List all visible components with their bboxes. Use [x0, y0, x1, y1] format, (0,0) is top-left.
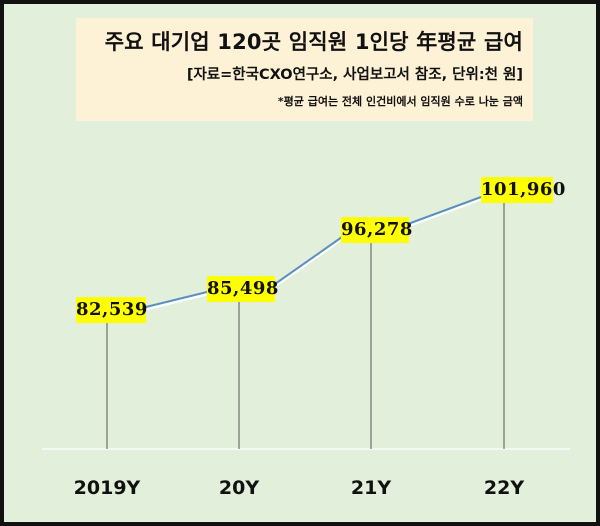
title-box: 주요 대기업 120곳 임직원 1인당 年평균 급여 [자료=한국CXO연구소,…	[76, 18, 533, 121]
category-label-2019: 2019Y	[73, 477, 141, 499]
category-label-2022: 22Y	[483, 477, 525, 499]
value-label-2022: 101,960	[481, 177, 565, 203]
value-label-2021: 96,278	[341, 217, 412, 243]
value-label-2020: 85,498	[207, 276, 278, 302]
series-line	[145, 196, 482, 311]
chart-title: 주요 대기업 120곳 임직원 1인당 年평균 급여	[104, 30, 523, 54]
chart-note: *평균 급여는 전체 인건비에서 임직원 수로 나눈 금액	[277, 95, 523, 108]
category-label-2020: 20Y	[218, 477, 260, 499]
value-label-2019: 82,539	[76, 297, 147, 323]
category-label-2021: 21Y	[350, 477, 392, 499]
chart-source: [자료=한국CXO연구소, 사업보고서 참조, 단위:천 원]	[186, 67, 523, 83]
